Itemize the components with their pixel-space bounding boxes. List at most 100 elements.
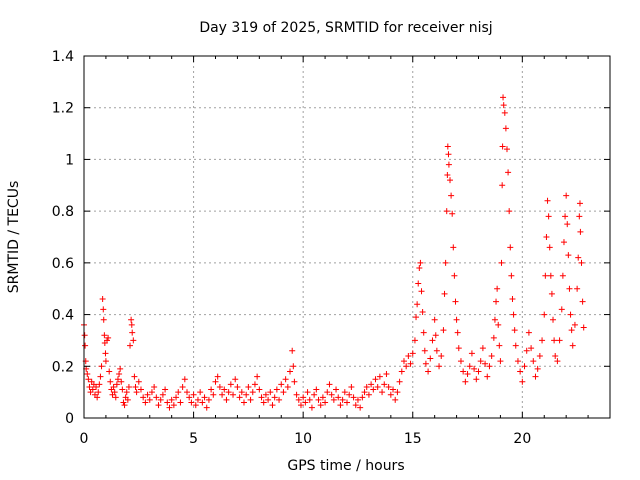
data-point — [541, 311, 548, 318]
data-point — [400, 358, 407, 365]
data-point — [460, 368, 467, 375]
data-point — [532, 373, 539, 380]
data-point — [106, 368, 113, 375]
data-point — [499, 143, 506, 150]
data-point — [449, 210, 456, 217]
data-point — [419, 308, 426, 315]
data-point — [86, 383, 93, 390]
data-point — [159, 391, 166, 398]
data-point — [104, 337, 111, 344]
data-point — [506, 208, 513, 215]
data-point — [282, 376, 289, 383]
data-point — [96, 381, 103, 388]
marks-layer — [81, 94, 587, 411]
data-point — [502, 125, 509, 132]
data-point — [337, 402, 344, 409]
data-point — [427, 355, 434, 362]
data-point — [471, 365, 478, 372]
data-point — [260, 399, 267, 406]
data-point — [495, 321, 502, 328]
data-point — [234, 383, 241, 390]
data-point — [421, 347, 428, 354]
y-tick-label: 1.2 — [52, 101, 74, 117]
data-point — [571, 321, 578, 328]
data-point — [450, 244, 457, 251]
data-point — [576, 213, 583, 220]
data-point — [300, 394, 307, 401]
data-point — [511, 327, 518, 334]
data-point — [100, 316, 107, 323]
data-point — [129, 329, 136, 336]
data-point — [365, 391, 372, 398]
data-point — [503, 146, 510, 153]
data-point — [155, 402, 162, 409]
data-point — [302, 399, 309, 406]
data-point — [157, 396, 164, 403]
data-point — [199, 399, 206, 406]
data-point — [440, 327, 447, 334]
data-point — [245, 383, 252, 390]
data-point — [317, 402, 324, 409]
data-point — [175, 389, 182, 396]
data-point — [510, 311, 517, 318]
data-point — [146, 396, 153, 403]
data-point — [425, 368, 432, 375]
data-point — [482, 360, 489, 367]
data-point — [350, 394, 357, 401]
data-point — [164, 399, 171, 406]
data-point — [416, 265, 423, 272]
data-point — [113, 381, 120, 388]
data-point — [208, 386, 215, 393]
data-point — [415, 280, 422, 287]
data-point — [403, 363, 410, 370]
data-point — [166, 404, 173, 411]
data-point — [82, 342, 89, 349]
data-point — [521, 363, 528, 370]
data-point — [271, 394, 278, 401]
data-point — [232, 376, 239, 383]
data-point — [112, 394, 119, 401]
data-point — [473, 376, 480, 383]
data-point — [297, 402, 304, 409]
data-point — [128, 316, 135, 323]
data-point — [173, 394, 180, 401]
data-point — [131, 373, 138, 380]
data-point — [462, 378, 469, 385]
data-point — [444, 171, 451, 178]
data-point — [84, 371, 91, 378]
data-point — [125, 383, 132, 390]
data-point — [293, 391, 300, 398]
data-point — [227, 381, 234, 388]
data-point — [117, 365, 124, 372]
x-tick-label: 20 — [513, 431, 531, 447]
data-point — [247, 396, 254, 403]
data-point — [118, 378, 125, 385]
data-point — [212, 378, 219, 385]
data-point — [545, 213, 552, 220]
data-point — [214, 373, 221, 380]
data-point — [114, 376, 121, 383]
data-point — [433, 347, 440, 354]
plot-frame — [83, 55, 611, 419]
data-point — [348, 383, 355, 390]
data-point — [265, 396, 272, 403]
data-point — [418, 288, 425, 295]
data-point — [422, 360, 429, 367]
data-point — [370, 386, 377, 393]
data-point — [140, 394, 147, 401]
data-point — [414, 301, 421, 308]
x-tick-label: 15 — [404, 431, 422, 447]
data-point — [119, 386, 126, 393]
y-tick-label: 0.4 — [52, 308, 74, 324]
data-point — [89, 386, 96, 393]
data-point — [576, 200, 583, 207]
data-point — [278, 381, 285, 388]
y-tick-label: 1.4 — [52, 49, 74, 65]
data-point — [491, 316, 498, 323]
data-point — [493, 298, 500, 305]
data-point — [550, 316, 557, 323]
data-point — [324, 389, 331, 396]
data-point — [330, 396, 337, 403]
data-point — [385, 383, 392, 390]
data-point — [97, 373, 104, 380]
